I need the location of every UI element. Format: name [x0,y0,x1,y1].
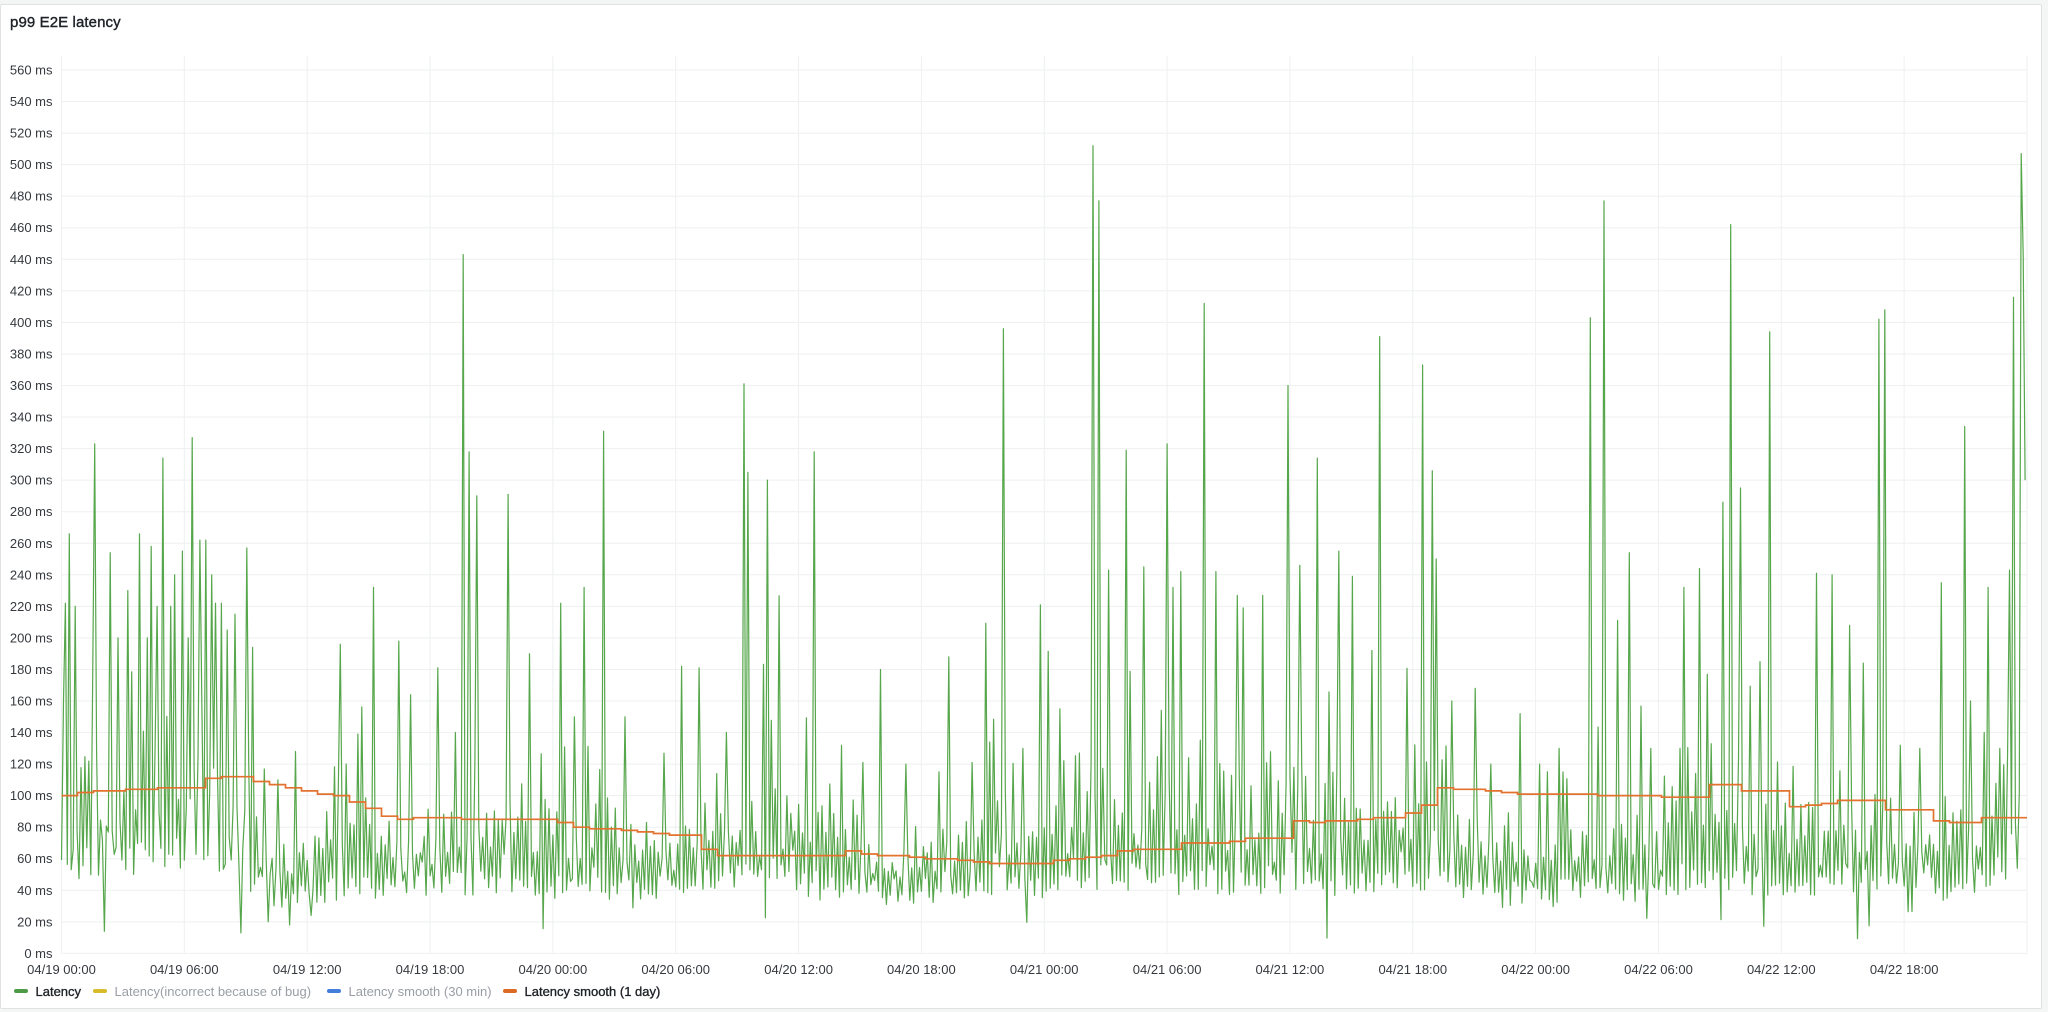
svg-text:480 ms: 480 ms [10,189,53,204]
svg-text:04/20 18:00: 04/20 18:00 [887,962,956,977]
svg-text:04/19 00:00: 04/19 00:00 [27,962,96,977]
svg-text:04/21 00:00: 04/21 00:00 [1010,962,1079,977]
svg-text:04/20 00:00: 04/20 00:00 [519,962,588,977]
svg-text:540 ms: 540 ms [10,94,53,109]
svg-text:520 ms: 520 ms [10,126,53,141]
svg-text:60 ms: 60 ms [17,851,53,866]
svg-text:340 ms: 340 ms [10,410,53,425]
svg-text:420 ms: 420 ms [10,283,53,298]
svg-text:400 ms: 400 ms [10,315,53,330]
svg-text:300 ms: 300 ms [10,473,53,488]
svg-text:100 ms: 100 ms [10,788,53,803]
svg-text:04/20 06:00: 04/20 06:00 [641,962,710,977]
svg-text:04/20 12:00: 04/20 12:00 [764,962,833,977]
svg-text:04/19 06:00: 04/19 06:00 [150,962,219,977]
svg-text:280 ms: 280 ms [10,504,53,519]
svg-text:04/22 12:00: 04/22 12:00 [1747,962,1816,977]
svg-text:220 ms: 220 ms [10,599,53,614]
svg-text:20 ms: 20 ms [17,914,53,929]
svg-text:240 ms: 240 ms [10,567,53,582]
svg-text:0 ms: 0 ms [24,946,53,961]
svg-text:500 ms: 500 ms [10,157,53,172]
svg-text:320 ms: 320 ms [10,441,53,456]
svg-text:440 ms: 440 ms [10,252,53,267]
svg-text:04/22 00:00: 04/22 00:00 [1501,962,1570,977]
svg-text:04/22 18:00: 04/22 18:00 [1870,962,1939,977]
svg-text:04/21 12:00: 04/21 12:00 [1256,962,1325,977]
svg-text:04/21 18:00: 04/21 18:00 [1378,962,1447,977]
svg-text:460 ms: 460 ms [10,220,53,235]
svg-text:140 ms: 140 ms [10,725,53,740]
svg-text:260 ms: 260 ms [10,536,53,551]
svg-text:560 ms: 560 ms [10,63,53,78]
svg-text:40 ms: 40 ms [17,883,53,898]
svg-text:200 ms: 200 ms [10,630,53,645]
svg-text:04/19 18:00: 04/19 18:00 [396,962,465,977]
svg-text:04/22 06:00: 04/22 06:00 [1624,962,1693,977]
svg-text:360 ms: 360 ms [10,378,53,393]
svg-text:120 ms: 120 ms [10,757,53,772]
svg-text:180 ms: 180 ms [10,662,53,677]
svg-text:160 ms: 160 ms [10,694,53,709]
svg-text:80 ms: 80 ms [17,820,53,835]
svg-text:04/19 12:00: 04/19 12:00 [273,962,342,977]
svg-text:380 ms: 380 ms [10,346,53,361]
svg-text:04/21 06:00: 04/21 06:00 [1133,962,1202,977]
